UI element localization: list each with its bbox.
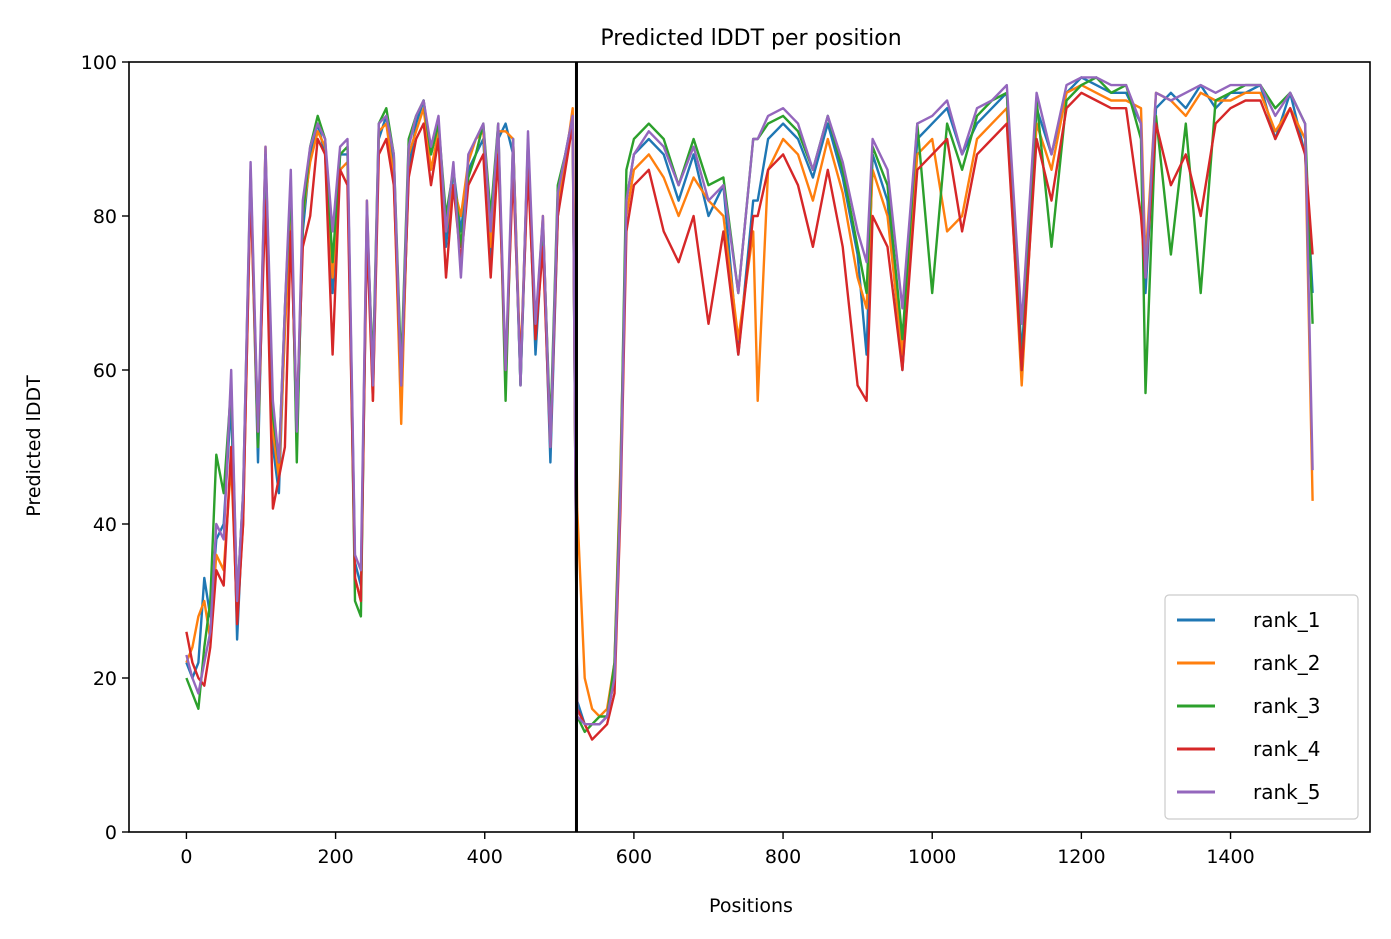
legend-label: rank_5 (1253, 780, 1320, 804)
legend-box (1164, 594, 1359, 820)
x-tick-label: 0 (180, 846, 192, 868)
y-axis: 0 20 40 60 80 100 (81, 52, 129, 844)
y-tick-label: 0 (105, 822, 117, 844)
x-tick-label: 1400 (1206, 846, 1254, 868)
legend-label: rank_1 (1253, 608, 1320, 632)
legend: rank_1 rank_2 rank_3 rank_4 rank_5 (1164, 594, 1359, 820)
series-line-2 (185, 83, 1314, 718)
y-tick-label: 100 (81, 52, 117, 74)
y-axis-label: Predicted lDDT (23, 375, 45, 517)
series-layer (185, 76, 1314, 741)
series-line-5 (185, 76, 1314, 726)
y-tick-label: 80 (93, 206, 117, 228)
legend-label: rank_4 (1253, 737, 1320, 761)
series-line-4 (185, 91, 1314, 741)
chart-title: Predicted lDDT per position (600, 26, 901, 51)
y-tick-label: 20 (93, 668, 117, 690)
x-tick-label: 800 (765, 846, 801, 868)
x-tick-label: 200 (317, 846, 353, 868)
x-axis: 0 200 400 600 800 1000 1200 1400 (180, 832, 1255, 868)
x-tick-label: 1200 (1057, 846, 1105, 868)
y-tick-label: 60 (93, 360, 117, 382)
y-tick-label: 40 (93, 514, 117, 536)
plot-frame (128, 61, 1371, 833)
legend-label: rank_3 (1253, 694, 1320, 718)
x-tick-label: 400 (467, 846, 503, 868)
legend-label: rank_2 (1253, 651, 1320, 675)
x-axis-label: Positions (709, 895, 793, 917)
x-tick-label: 1000 (908, 846, 956, 868)
x-tick-label: 600 (616, 846, 652, 868)
